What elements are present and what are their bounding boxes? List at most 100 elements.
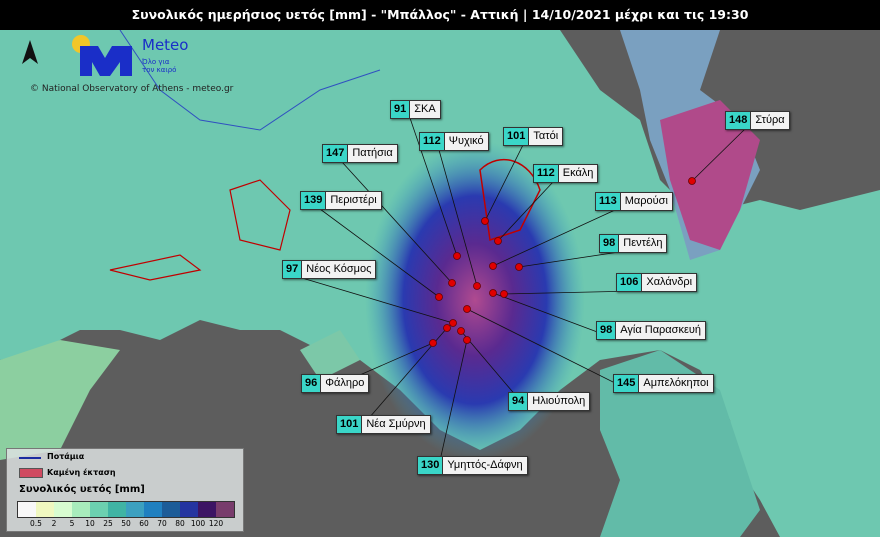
leader-line [503, 290, 637, 295]
color-swatch [144, 502, 162, 517]
scale-tick: 0.5 [30, 519, 42, 528]
legend-scale-title: Συνολικός υετός [mm] [19, 484, 145, 495]
station-label: 139 Περιστέρι [300, 191, 382, 210]
station-name: Στύρα [751, 112, 789, 129]
color-swatch [54, 502, 72, 517]
station-name: Υμηττός-Δάφνη [443, 457, 527, 474]
leader-line [409, 117, 458, 257]
map-title: Συνολικός ημερήσιος υετός [mm] - "Μπάλλο… [0, 0, 880, 30]
color-swatch [126, 502, 144, 517]
leader-line [301, 277, 454, 324]
credit-text: © National Observatory of Athens - meteo… [30, 84, 234, 94]
station-name: Πεντέλη [619, 235, 667, 252]
scale-tick: 70 [157, 519, 167, 528]
burned-swatch [19, 468, 43, 478]
color-swatch [162, 502, 180, 517]
station-label: 112 Ψυχικό [419, 132, 489, 151]
station-value: 112 [420, 133, 445, 150]
station-value: 130 [418, 457, 444, 474]
station-label: 145 Αμπελόκηποι [613, 374, 714, 393]
station-value: 145 [614, 375, 640, 392]
station-value: 101 [504, 128, 530, 145]
station-label: 106 Χαλάνδρι [616, 273, 698, 292]
map-legend: Ποτάμια Καμένη έκταση Συνολικός υετός [m… [6, 448, 244, 532]
leader-line [341, 161, 453, 284]
station-name: Περιστέρι [326, 192, 381, 209]
station-dot [473, 282, 481, 290]
scale-tick: 120 [208, 519, 224, 528]
legend-rivers: Ποτάμια [47, 452, 85, 461]
leader-line [518, 251, 620, 268]
scale-tick: 50 [121, 519, 131, 528]
station-dot [489, 289, 497, 297]
leader-line [466, 308, 634, 393]
station-label: 148 Στύρα [725, 111, 790, 130]
station-value: 139 [301, 192, 327, 209]
station-dot [688, 177, 696, 185]
station-name: Φάληρο [321, 375, 369, 392]
station-name: Ψυχικό [444, 133, 488, 150]
station-dot [449, 319, 457, 327]
legend-burned: Καμένη έκταση [47, 468, 116, 477]
station-dot [453, 252, 461, 260]
station-label: 98 Αγία Παρασκευή [596, 321, 706, 340]
leader-line [484, 144, 524, 222]
station-label: 97 Νέος Κόσμος [282, 260, 377, 279]
station-value: 98 [597, 322, 617, 339]
scale-tick: 25 [103, 519, 113, 528]
station-name: Πατήσια [348, 145, 397, 162]
station-name: Αμπελόκηποι [639, 375, 713, 392]
color-swatch [36, 502, 54, 517]
color-swatch [180, 502, 198, 517]
scale-tick: 80 [175, 519, 185, 528]
station-label: 113 Μαρούσι [595, 192, 673, 211]
scale-tick: 60 [139, 519, 149, 528]
scale-tick: 100 [190, 519, 206, 528]
station-label: 98 Πεντέλη [599, 234, 668, 253]
leader-line [492, 209, 616, 267]
meteo-logo: Meteo Όλο για τον καιρό [70, 34, 188, 80]
station-value: 112 [534, 165, 559, 182]
color-swatch [216, 502, 234, 517]
station-name: Αγία Παρασκευή [616, 322, 705, 339]
color-swatch [18, 502, 36, 517]
station-value: 94 [509, 393, 529, 410]
scale-tick: 10 [85, 519, 95, 528]
station-name: Νέος Κόσμος [302, 261, 376, 278]
station-name: Εκάλη [558, 165, 598, 182]
leader-line [497, 181, 554, 242]
north-arrow-icon [22, 40, 38, 64]
scale-tick: 2 [51, 519, 57, 528]
station-dot [489, 262, 497, 270]
color-swatch [108, 502, 126, 517]
station-dot [463, 336, 471, 344]
scale-tick: 5 [69, 519, 75, 528]
station-label: 101 Νέα Σμύρνη [336, 415, 431, 434]
station-label: 112 Εκάλη [533, 164, 599, 183]
station-name: Τατόι [529, 128, 563, 145]
station-name: ΣΚΑ [410, 101, 440, 118]
logo-tagline: Όλο για τον καιρό [142, 58, 177, 74]
station-name: Μαρούσι [620, 193, 672, 210]
station-dot [435, 293, 443, 301]
color-swatch [72, 502, 90, 517]
color-scale [17, 501, 235, 518]
station-value: 97 [283, 261, 303, 278]
station-dot [500, 290, 508, 298]
station-label: 91 ΣΚΑ [390, 100, 441, 119]
leader-line [691, 128, 746, 182]
station-dot [448, 279, 456, 287]
station-name: Ηλιούπολη [528, 393, 590, 410]
station-value: 91 [391, 101, 411, 118]
station-dot [457, 327, 465, 335]
station-dot [429, 339, 437, 347]
station-label: 130 Υμηττός-Δάφνη [417, 456, 528, 475]
station-name: Νέα Σμύρνη [362, 416, 430, 433]
station-label: 96 Φάληρο [301, 374, 370, 393]
station-value: 147 [323, 145, 349, 162]
leader-line [436, 339, 468, 475]
station-value: 148 [726, 112, 752, 129]
station-value: 101 [337, 416, 363, 433]
station-value: 113 [596, 193, 621, 210]
station-dot [494, 237, 502, 245]
